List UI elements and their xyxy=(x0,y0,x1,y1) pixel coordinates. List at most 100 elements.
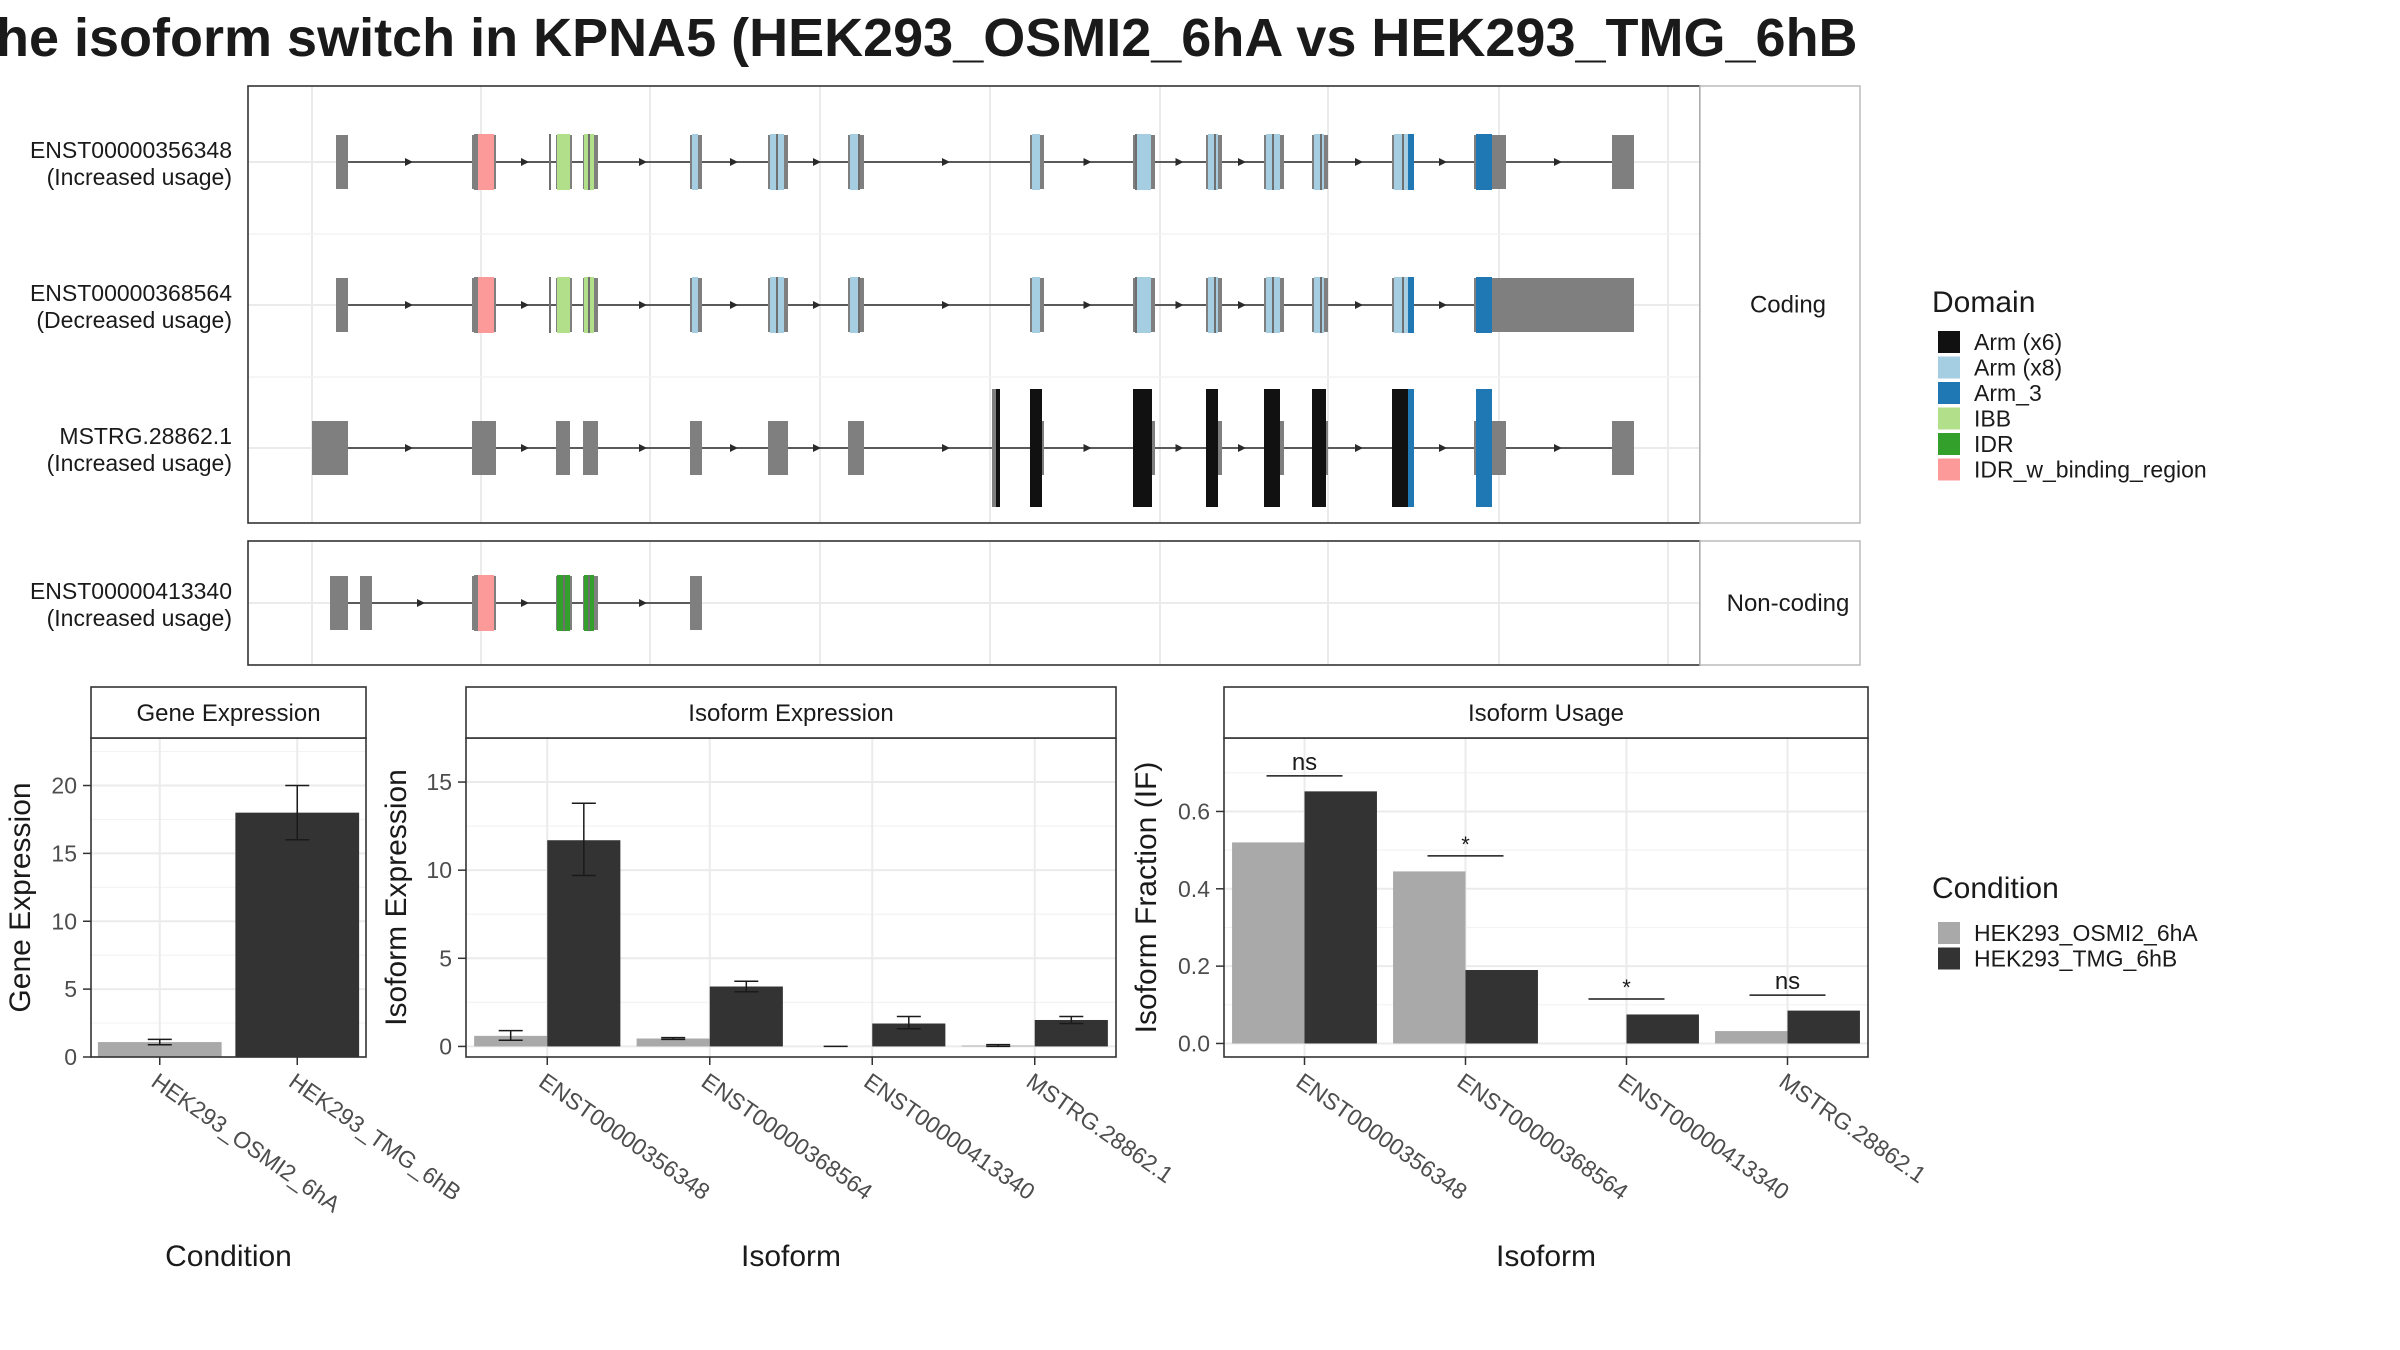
strand-arrow xyxy=(1439,301,1447,309)
strand-arrow xyxy=(1083,158,1092,166)
isoform-label: ENST00000356348 xyxy=(30,137,232,163)
facet-label: Non-coding xyxy=(1727,590,1850,617)
strand-arrow xyxy=(1554,444,1562,452)
legend-label: Arm_3 xyxy=(1974,380,2042,406)
exon xyxy=(330,576,348,630)
facet-strip xyxy=(1223,686,1869,739)
exon-boundary xyxy=(563,575,565,631)
legend-key-Arm (x8) xyxy=(1938,356,1960,379)
strand-arrow xyxy=(1175,301,1184,309)
coding-panel: ENST00000356348(Increased usage)ENST0000… xyxy=(30,85,1861,524)
noncoding-panel: ENST00000413340(Increased usage) Non-codi… xyxy=(30,540,1861,666)
domain-segment xyxy=(692,134,698,190)
error-bar xyxy=(285,784,310,841)
x-tick-label: ENST00000413340 xyxy=(1614,1068,1794,1205)
exon xyxy=(360,576,372,630)
strand-arrow xyxy=(813,444,821,452)
y-tick-label: 15 xyxy=(51,840,77,866)
domain-segment xyxy=(1208,134,1218,190)
legend-label: IDR_w_binding_region xyxy=(1974,457,2207,483)
domain-segment xyxy=(478,134,494,190)
exon-boundary xyxy=(549,134,551,190)
strand-arrow xyxy=(942,301,950,309)
error-bar xyxy=(986,1043,1011,1048)
strand-arrow xyxy=(1175,158,1184,166)
strand-arrow xyxy=(639,444,647,452)
y-tick-label: 0.6 xyxy=(1178,798,1210,824)
strand-arrow xyxy=(639,599,647,607)
legend-label: HEK293_TMG_6hB xyxy=(1974,946,2177,972)
legend-label: IBB xyxy=(1974,406,2011,432)
facet-strip xyxy=(90,686,367,739)
exon-boundary xyxy=(858,277,860,333)
bar xyxy=(872,1023,946,1047)
domain-segment xyxy=(478,277,494,333)
strand-arrow xyxy=(730,301,738,309)
strand-arrow xyxy=(942,158,950,166)
chart-title: Isoform Expression xyxy=(688,700,893,727)
x-axis-title: Isoform xyxy=(1496,1240,1596,1273)
legend-key-IDR_w_binding_region xyxy=(1938,458,1960,481)
strand-arrow xyxy=(1083,444,1092,452)
domain-segment xyxy=(557,134,570,190)
x-axis-title: Isoform xyxy=(741,1240,841,1273)
domain-segment xyxy=(850,277,860,333)
isoform-row-ENST00000356348 xyxy=(336,134,1634,190)
exon-boundary xyxy=(549,277,551,333)
strand-arrow xyxy=(1355,301,1363,309)
domain-segment xyxy=(557,277,570,333)
legend-label: Arm (x8) xyxy=(1974,355,2062,381)
legend-label: HEK293_OSMI2_6hA xyxy=(1974,920,2198,946)
y-tick-label: 15 xyxy=(426,769,452,795)
y-tick-label: 0.4 xyxy=(1178,876,1210,902)
bar xyxy=(235,812,360,1057)
exon xyxy=(1496,421,1506,475)
strand-arrow xyxy=(1439,444,1447,452)
bar xyxy=(1626,1014,1699,1044)
domain-segment xyxy=(474,277,478,333)
strand-arrow xyxy=(942,444,950,452)
strand-arrow xyxy=(1238,301,1246,309)
strand-arrow xyxy=(521,158,529,166)
domain-segment xyxy=(1032,277,1040,333)
domain-segment xyxy=(992,389,996,507)
error-bar xyxy=(498,1029,523,1042)
significance-label: * xyxy=(1461,832,1470,857)
domain-segment xyxy=(1135,134,1151,190)
exon-boundary xyxy=(1320,277,1322,333)
exon xyxy=(556,421,570,475)
exon xyxy=(848,421,864,475)
strand-arrow xyxy=(639,301,647,309)
strand-arrow xyxy=(639,158,647,166)
domain-legend: Domain Arm (x6)Arm (x8)Arm_3IBBIDRIDR_w_… xyxy=(1932,286,2207,483)
isoform-row-MSTRG.28862.1 xyxy=(312,389,1634,507)
isoform-label: MSTRG.28862.1 xyxy=(59,423,232,449)
facet-label: Coding xyxy=(1750,292,1826,319)
strand-arrow xyxy=(405,444,413,452)
domain-segment xyxy=(474,134,478,190)
error-bar xyxy=(571,802,596,877)
exon xyxy=(336,135,348,189)
bar xyxy=(709,986,783,1047)
domain-segment xyxy=(1408,389,1414,507)
x-tick-label: ENST00000368564 xyxy=(1453,1068,1634,1205)
strand-arrow xyxy=(521,599,529,607)
x-tick-label: ENST00000413340 xyxy=(859,1068,1039,1205)
exon-boundary xyxy=(1214,134,1216,190)
exon xyxy=(1612,421,1634,475)
strand-arrow xyxy=(1355,158,1363,166)
isoform-row-ENST00000413340 xyxy=(330,575,702,631)
x-tick-label: ENST00000356348 xyxy=(1292,1068,1472,1205)
exon-boundary xyxy=(1214,277,1216,333)
domain-segment xyxy=(1408,277,1414,333)
strand-arrow xyxy=(813,301,821,309)
strand-arrow xyxy=(1238,444,1246,452)
significance-label: ns xyxy=(1292,749,1317,776)
bar xyxy=(1715,1031,1788,1044)
legend-label: IDR xyxy=(1974,431,2014,457)
domain-legend-title: Domain xyxy=(1932,286,2035,319)
y-axis-title: Gene Expression xyxy=(4,782,37,1012)
strand-arrow xyxy=(1355,444,1363,452)
y-tick-label: 5 xyxy=(439,945,452,971)
